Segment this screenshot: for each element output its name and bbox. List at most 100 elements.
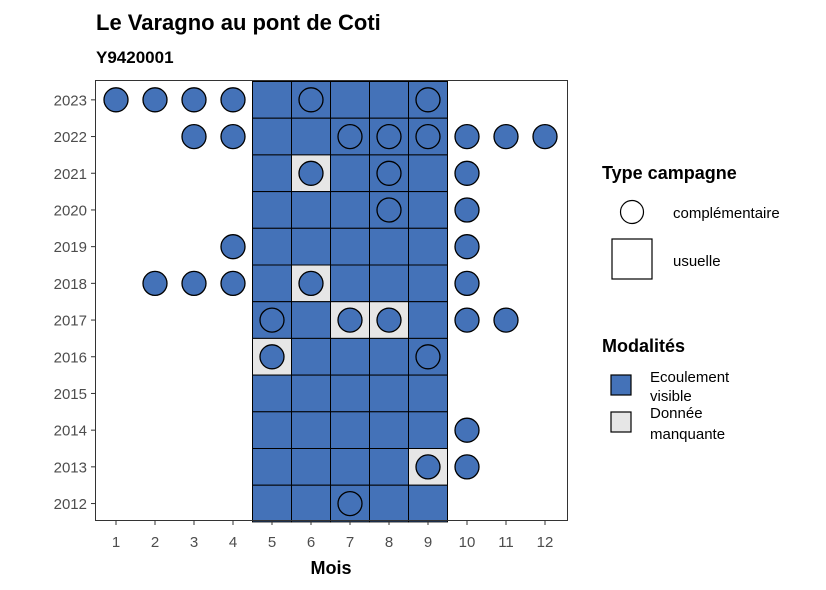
cell-2013-7 xyxy=(330,448,370,486)
point-2023-1 xyxy=(103,87,129,113)
legend-ecoulement-line1: Ecoulement xyxy=(650,369,730,386)
cell-2014-6 xyxy=(291,411,331,449)
cell-2015-6 xyxy=(291,374,331,413)
y-tick-label: 2012 xyxy=(54,496,87,513)
x-tick-label: 5 xyxy=(268,534,276,551)
cell-2018-9 xyxy=(408,264,448,303)
point-2018-4 xyxy=(220,270,246,297)
cell-2023-7 xyxy=(330,81,370,119)
legend-campaign-title: Type campagne xyxy=(602,163,737,183)
chart-subtitle: Y9420001 xyxy=(96,48,174,67)
cell-2019-5 xyxy=(252,227,292,266)
point-2022-12 xyxy=(532,123,558,150)
cell-2015-9 xyxy=(408,374,448,413)
point-2014-10 xyxy=(454,417,480,443)
cell-2012-8 xyxy=(369,484,409,523)
cell-2015-8 xyxy=(369,374,409,413)
x-tick-label: 7 xyxy=(346,534,354,551)
y-tick-label: 2017 xyxy=(54,313,87,330)
x-axis: 1 2 3 4 5 6 7 8 9 10 11 12 xyxy=(112,521,554,551)
y-tick-label: 2015 xyxy=(54,386,87,403)
chart-title: Le Varagno au pont de Coti xyxy=(96,10,381,35)
legend-modalite: Modalités Ecoulement visible Donnée manq… xyxy=(602,336,730,443)
point-2022-11 xyxy=(493,123,519,150)
x-axis-title: Mois xyxy=(310,558,351,578)
cell-2014-7 xyxy=(330,411,370,449)
point-2018-3 xyxy=(181,270,207,297)
point-2019-10 xyxy=(454,234,480,260)
point-2017-8 xyxy=(376,307,402,333)
cell-2022-6 xyxy=(291,117,331,156)
point-2018-6 xyxy=(298,270,324,297)
y-tick-label: 2021 xyxy=(54,166,87,183)
legend-manquante-swatch xyxy=(610,411,632,433)
y-axis: 2012 2013 2014 2015 2016 2017 2018 2019 2020 2021… xyxy=(54,92,95,513)
point-2022-3 xyxy=(181,123,207,150)
cell-2021-9 xyxy=(408,154,448,193)
x-tick-label: 11 xyxy=(498,534,514,551)
cell-2013-6 xyxy=(291,448,331,486)
point-2016-9 xyxy=(415,344,441,370)
point-2018-2 xyxy=(142,270,168,297)
cell-2014-9 xyxy=(408,411,448,449)
y-tick-label: 2019 xyxy=(54,239,87,256)
point-2023-2 xyxy=(142,87,168,113)
cell-2014-5 xyxy=(252,411,292,449)
point-2012-7 xyxy=(337,490,363,517)
cell-2016-7 xyxy=(330,337,370,376)
point-2022-4 xyxy=(220,123,246,150)
legend-ecoulement-swatch xyxy=(610,374,632,396)
legend-circle-swatch xyxy=(619,199,645,225)
cell-2020-7 xyxy=(330,191,370,229)
y-tick-label: 2022 xyxy=(54,129,87,146)
cell-2016-6 xyxy=(291,337,331,376)
x-tick-label: 2 xyxy=(151,534,159,551)
x-tick-label: 1 xyxy=(112,534,120,551)
legend-modalite-title: Modalités xyxy=(602,336,685,356)
point-2013-9 xyxy=(415,454,441,480)
point-2022-9 xyxy=(415,123,441,150)
point-2023-9 xyxy=(415,87,441,113)
cell-2013-8 xyxy=(369,448,409,486)
y-tick-label: 2013 xyxy=(54,459,87,476)
point-2021-10 xyxy=(454,160,480,186)
cell-2017-9 xyxy=(408,301,448,339)
point-2017-10 xyxy=(454,307,480,333)
y-tick-label: 2023 xyxy=(54,92,87,109)
cell-2022-5 xyxy=(252,117,292,156)
x-tick-label: 12 xyxy=(537,534,554,551)
point-2021-6 xyxy=(298,160,324,186)
usuelle-cells xyxy=(252,81,448,523)
point-2023-6 xyxy=(298,87,324,113)
y-tick-label: 2018 xyxy=(54,276,87,293)
cell-2020-6 xyxy=(291,191,331,229)
legend-campaign: Type campagne complémentaire usuelle xyxy=(602,163,780,280)
point-2017-11 xyxy=(493,307,519,333)
point-2023-4 xyxy=(220,87,246,113)
cell-2021-5 xyxy=(252,154,292,193)
y-tick-label: 2014 xyxy=(54,423,87,440)
point-2013-10 xyxy=(454,454,480,480)
cell-2020-9 xyxy=(408,191,448,229)
plot-panel-border xyxy=(95,80,568,521)
point-2016-5 xyxy=(259,344,285,370)
cell-2021-7 xyxy=(330,154,370,193)
point-2020-8 xyxy=(376,197,402,223)
x-tick-label: 4 xyxy=(229,534,237,551)
point-2022-10 xyxy=(454,123,480,150)
cell-2013-5 xyxy=(252,448,292,486)
legend-usuelle-label: usuelle xyxy=(673,253,721,270)
cell-2020-5 xyxy=(252,191,292,229)
point-2023-3 xyxy=(181,87,207,113)
y-tick-label: 2016 xyxy=(54,349,87,366)
cell-2023-8 xyxy=(369,81,409,119)
cell-2017-6 xyxy=(291,301,331,339)
cell-2018-5 xyxy=(252,264,292,303)
cell-2018-8 xyxy=(369,264,409,303)
x-tick-label: 8 xyxy=(385,534,393,551)
complementaire-points xyxy=(103,87,558,517)
point-2018-10 xyxy=(454,270,480,297)
cell-2015-7 xyxy=(330,374,370,413)
point-2017-7 xyxy=(337,307,363,333)
